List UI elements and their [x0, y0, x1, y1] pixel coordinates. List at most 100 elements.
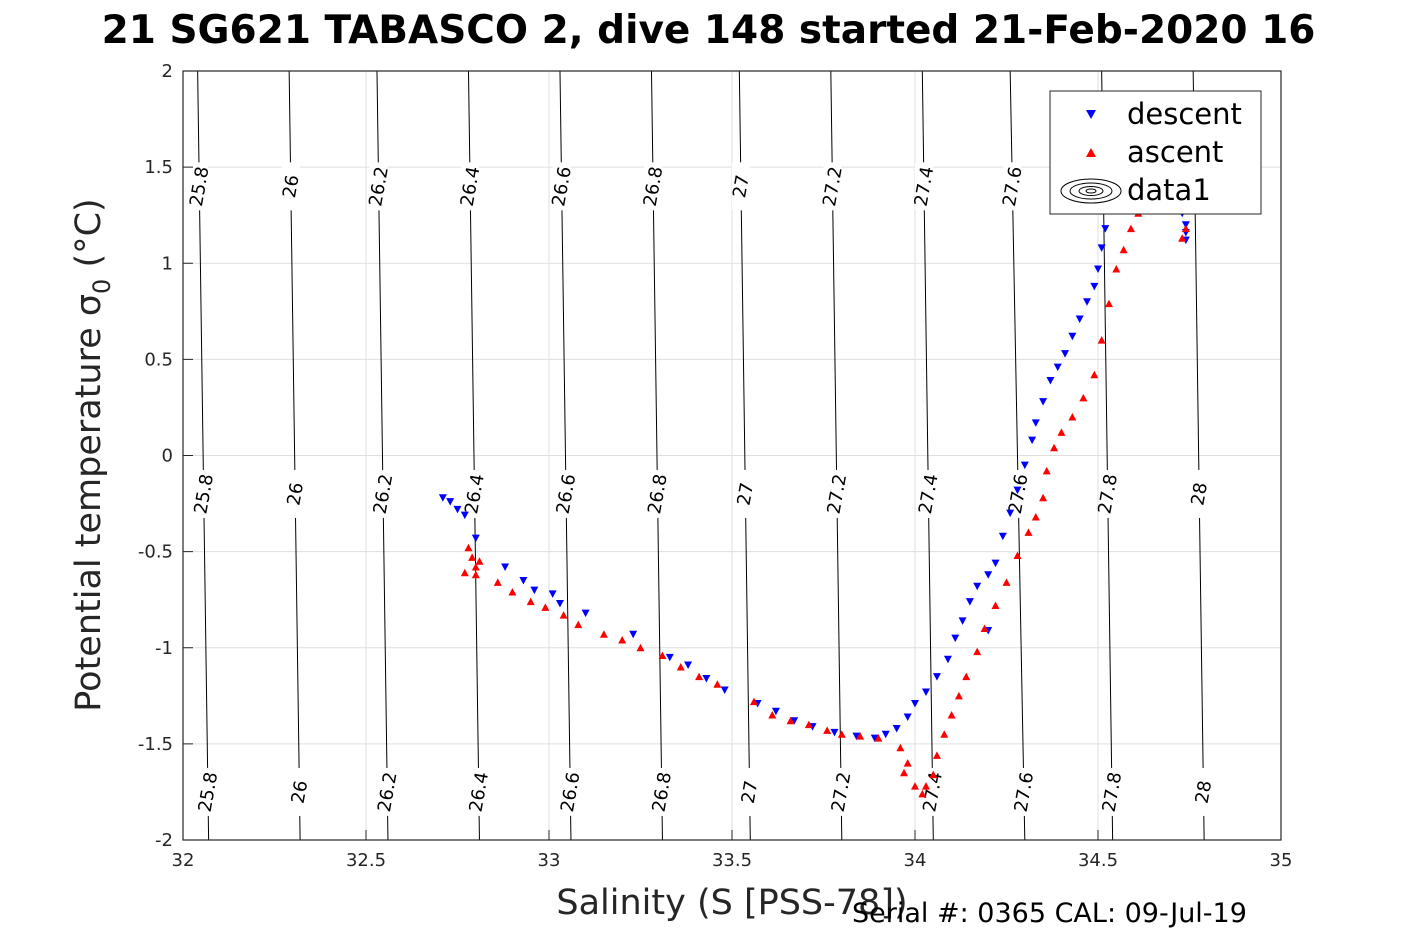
descent-point	[460, 511, 469, 520]
contour-label: 26.2	[374, 770, 402, 813]
contour-label-bg	[374, 469, 393, 518]
contour-label: 28	[1192, 779, 1217, 805]
descent-point	[965, 598, 974, 606]
descent-point	[921, 688, 930, 696]
y-axis-label-sub: 0	[88, 279, 116, 294]
ascent-point	[1024, 528, 1033, 536]
ascent-point	[1090, 370, 1099, 379]
ascent-point	[900, 768, 909, 777]
descent-point	[958, 617, 967, 625]
y-tick-label: 0.5	[144, 349, 173, 370]
descent-point	[771, 707, 780, 716]
contour-label-bg	[1003, 162, 1022, 211]
descent-point	[973, 582, 982, 591]
contour-label-bg	[561, 767, 580, 816]
descent-point	[911, 700, 919, 708]
descent-point	[892, 724, 901, 733]
contour-label: 27.2	[819, 165, 847, 208]
ascent-point	[1079, 393, 1088, 402]
contour-label: 27.4	[915, 472, 943, 515]
contour-label-bg	[369, 162, 388, 211]
ascent-point	[695, 672, 704, 681]
contour-label: 26.4	[457, 165, 485, 208]
density-contours: 25.8 25.8 25.8 26 26 26 26.2 26.2 26.2 26.4 26.4 26…	[186, 70, 1217, 841]
contour-label: 25.8	[190, 472, 218, 515]
contour-label-bg	[286, 469, 305, 518]
x-tick-label: 33.5	[712, 850, 752, 871]
contour-label-bg	[378, 767, 397, 816]
ascent-point	[599, 630, 608, 638]
contour-label: 27.2	[824, 472, 852, 515]
x-tick-label: 33	[538, 850, 561, 871]
descent-point	[1028, 436, 1037, 445]
descent-point	[519, 576, 528, 585]
contour-label: 27.6	[1011, 770, 1039, 813]
ascent-point	[921, 782, 930, 790]
descent-point	[581, 609, 590, 618]
descent-point	[1020, 461, 1029, 470]
ascent-point	[749, 697, 758, 706]
contour-label: 26.2	[365, 165, 393, 208]
descent-point	[1083, 298, 1092, 306]
contour-label: 25.8	[195, 770, 223, 813]
contour-label: 27	[738, 779, 763, 805]
descent-point	[1101, 225, 1110, 233]
contour-label-bg	[552, 162, 571, 211]
ascent-point	[1013, 551, 1022, 559]
contour-label-bg	[1194, 767, 1213, 816]
contour-label: 26	[288, 779, 313, 805]
descent-point	[1090, 282, 1099, 291]
y-tick-label: -2	[155, 830, 173, 851]
descent-point	[903, 713, 912, 721]
descent-point	[998, 532, 1007, 541]
contour-label: 26.8	[644, 472, 672, 515]
descent-point	[1006, 509, 1015, 518]
ascent-point	[1119, 245, 1128, 254]
ascent-point	[962, 672, 971, 681]
descent-point	[1068, 332, 1077, 341]
ascent-point	[980, 624, 989, 633]
ascent-point	[464, 543, 473, 552]
contour-label-bg	[1009, 469, 1028, 518]
descent-point	[720, 686, 729, 695]
descent-point	[629, 630, 638, 639]
ascent-point	[874, 734, 883, 742]
contour-label: 26.4	[465, 770, 493, 813]
ascent-point	[636, 643, 645, 652]
ascent-point	[1181, 224, 1190, 233]
contour-label-bg	[919, 469, 938, 518]
descent-point	[1053, 363, 1062, 372]
contour-label-bg	[648, 469, 667, 518]
legend-box	[1049, 90, 1262, 215]
contour-label: 26	[283, 481, 308, 507]
ascent-point	[929, 770, 938, 779]
y-axis-label-main: Potential temperature σ	[69, 294, 109, 712]
legend-data1-label: data1	[1127, 173, 1211, 207]
ascent-point	[1002, 578, 1011, 586]
contour-label: 26.6	[557, 770, 585, 813]
descent-point	[1031, 419, 1040, 427]
descent-point	[870, 734, 879, 743]
descent-point	[684, 661, 693, 670]
contour-label-bg	[557, 469, 576, 518]
chart-title: 21 SG621 TABASCO 2, dive 148 started 21-…	[101, 8, 1316, 53]
descent-point	[1094, 265, 1102, 274]
ascent-point	[903, 759, 912, 767]
contour-label-bg	[194, 469, 213, 518]
y-axis-label: Potential temperature σ0 (°C)	[69, 198, 116, 711]
y-tick-label: 1.5	[144, 157, 173, 178]
descent-point	[830, 728, 839, 737]
x-tick-label: 35	[1270, 850, 1293, 871]
ascent-point	[918, 789, 927, 798]
y-tick-label: 2	[162, 61, 173, 82]
contour-label-bg	[281, 162, 300, 211]
descent-point	[1039, 398, 1048, 406]
serial-cal-footer: Serial #: 0365 CAL: 09-Jul-19	[852, 898, 1247, 929]
contour-label-bg	[740, 767, 759, 816]
contour-label: 26.8	[640, 165, 668, 208]
ascent-point	[911, 782, 919, 790]
ascent-point	[493, 578, 502, 586]
ascent-point	[658, 651, 667, 659]
data-points	[438, 205, 1190, 798]
ticks: 32 32.5 33 33.5 34 34.5 35 -2 -1.5 -1 -0.5 0 0.5 1 1.5…	[138, 61, 1293, 871]
